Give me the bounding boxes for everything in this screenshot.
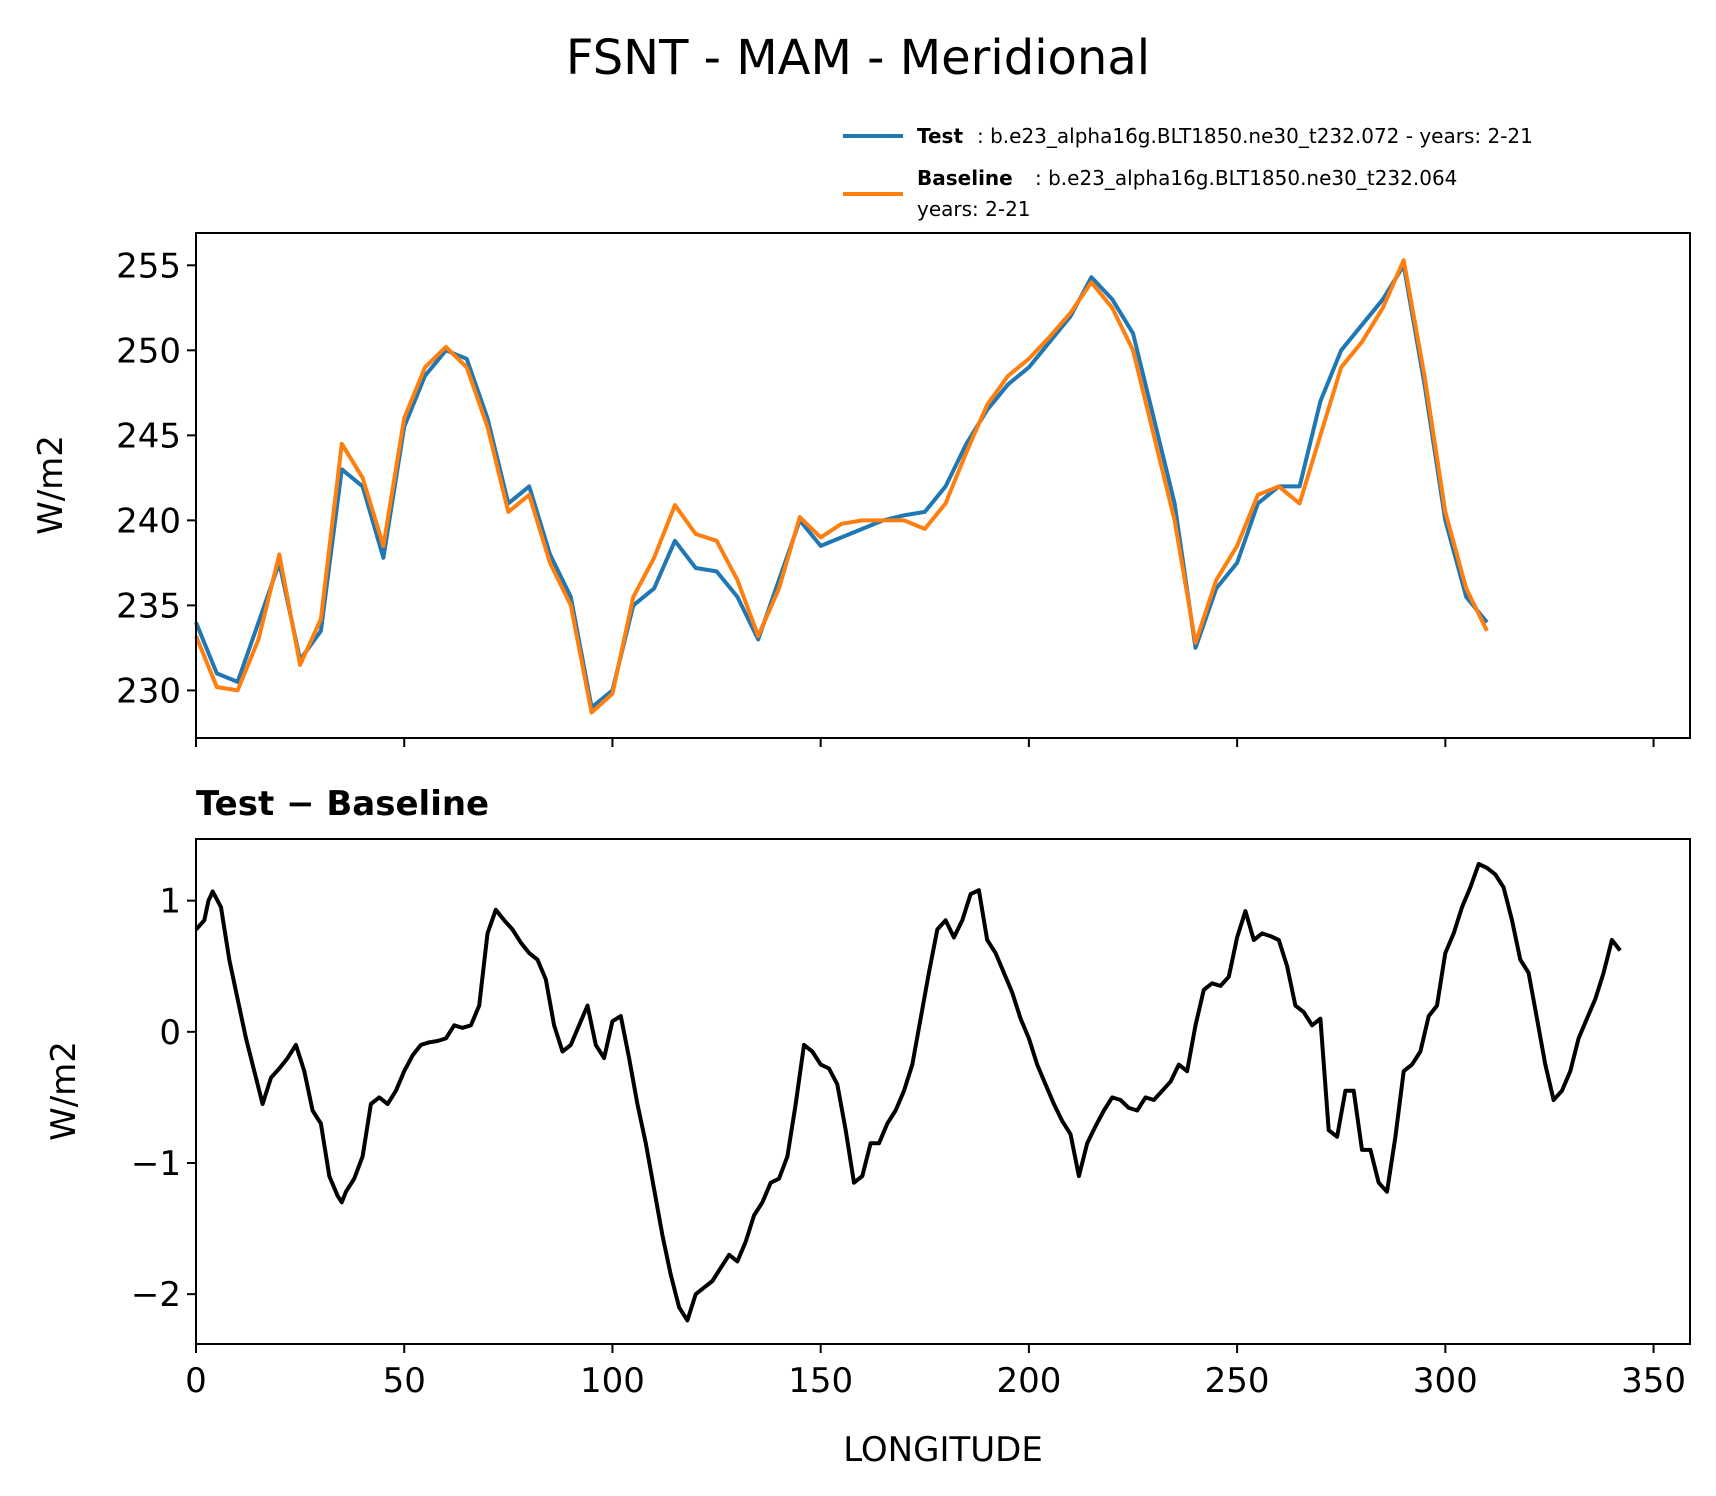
top-ticks: 230 235 240 245 250 255 (116, 246, 1655, 747)
bottom-xtick-label: 150 (788, 1361, 853, 1401)
top-panel: 230 235 240 245 250 255 W/m2 (31, 232, 1691, 747)
bottom-ytick-label: 1 (159, 882, 181, 922)
bottom-series-line-test-baseline (194, 861, 1622, 1323)
bottom-series (194, 861, 1622, 1323)
bottom-panel: Test − Baseline −2 −1 0 1 0 50 100 150 200 250 300… (44, 784, 1691, 1470)
bottom-ticks: −2 −1 0 1 0 50 100 150 200 250 300 350 (131, 882, 1686, 1401)
bottom-ytick-label: −2 (131, 1275, 181, 1315)
bottom-xtick-label: 350 (1621, 1361, 1686, 1401)
bottom-ytick-label: −1 (131, 1144, 181, 1184)
legend-text-baseline: : b.e23_alpha16g.BLT1850.ne30_t232.064 (1035, 166, 1457, 190)
top-ytick-label: 255 (116, 246, 181, 286)
top-ytick-label: 250 (116, 331, 181, 371)
top-series-line-test (194, 263, 1489, 710)
bottom-ylabel: W/m2 (44, 1041, 84, 1141)
legend-label-baseline: Baseline (917, 166, 1013, 190)
top-ylabel: W/m2 (31, 435, 71, 535)
bottom-axes-frame (195, 838, 1691, 1345)
bottom-xtick-label: 200 (996, 1361, 1061, 1401)
bottom-xtick-label: 0 (185, 1361, 207, 1401)
top-series-line-baseline (194, 258, 1489, 715)
bottom-xtick-label: 250 (1205, 1361, 1270, 1401)
bottom-xtick-label: 100 (580, 1361, 645, 1401)
bottom-subtitle: Test − Baseline (196, 784, 489, 824)
top-ytick-label: 240 (116, 501, 181, 541)
top-ytick-label: 245 (116, 416, 181, 456)
legend-text-baseline-years: years: 2-21 (917, 197, 1031, 221)
legend-label-test: Test (917, 124, 963, 148)
legend: Test : b.e23_alpha16g.BLT1850.ne30_t232.… (843, 124, 1533, 221)
bottom-xtick-label: 50 (383, 1361, 426, 1401)
chart-title: FSNT - MAM - Meridional (566, 30, 1150, 86)
top-ytick-label: 230 (116, 671, 181, 711)
top-series (194, 258, 1489, 715)
top-ytick-label: 235 (116, 586, 181, 626)
bottom-ytick-label: 0 (159, 1013, 181, 1053)
legend-text-test: : b.e23_alpha16g.BLT1850.ne30_t232.072 -… (977, 124, 1533, 148)
top-axes-frame (195, 232, 1691, 739)
bottom-xlabel: LONGITUDE (843, 1430, 1043, 1470)
bottom-xtick-label: 300 (1413, 1361, 1478, 1401)
